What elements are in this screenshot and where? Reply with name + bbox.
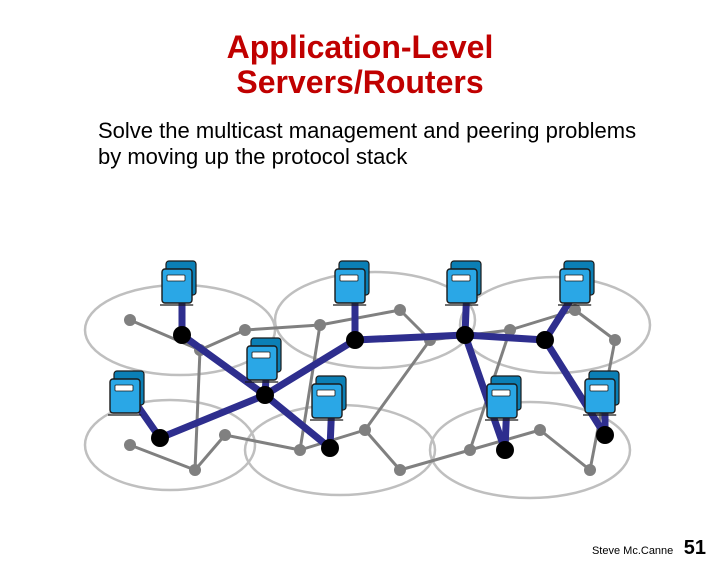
overlay-node bbox=[173, 326, 191, 344]
overlay-node bbox=[456, 326, 474, 344]
underlay-node bbox=[464, 444, 476, 456]
overlay-node bbox=[536, 331, 554, 349]
underlay-node bbox=[189, 464, 201, 476]
author-name: Steve Mc.Canne bbox=[592, 545, 673, 557]
underlay-node bbox=[124, 439, 136, 451]
overlay-edge bbox=[465, 335, 545, 340]
underlay-edge bbox=[200, 330, 245, 350]
router-icon bbox=[445, 261, 481, 305]
underlay-node bbox=[359, 424, 371, 436]
overlay-edge bbox=[355, 335, 465, 340]
underlay-edge bbox=[540, 430, 590, 470]
overlay-node bbox=[496, 441, 514, 459]
router-icon bbox=[310, 376, 346, 420]
underlay-node bbox=[294, 444, 306, 456]
underlay-node bbox=[124, 314, 136, 326]
underlay-node bbox=[394, 464, 406, 476]
overlay-node bbox=[151, 429, 169, 447]
underlay-node bbox=[314, 319, 326, 331]
underlay-edge bbox=[130, 445, 195, 470]
underlay-node bbox=[584, 464, 596, 476]
overlay-edge bbox=[160, 395, 265, 438]
overlay-node bbox=[321, 439, 339, 457]
network-diagram bbox=[0, 30, 720, 570]
router-icon bbox=[558, 261, 594, 305]
underlay-edge bbox=[365, 430, 400, 470]
underlay-node bbox=[239, 324, 251, 336]
footer: Steve Mc.Canne 51 bbox=[592, 537, 706, 560]
underlay-node bbox=[534, 424, 546, 436]
underlay-edge bbox=[365, 340, 430, 430]
underlay-node bbox=[609, 334, 621, 346]
underlay-edge bbox=[245, 325, 320, 330]
overlay-node bbox=[256, 386, 274, 404]
cloud bbox=[275, 272, 475, 368]
router-icon bbox=[333, 261, 369, 305]
overlay-node bbox=[346, 331, 364, 349]
router-icon bbox=[160, 261, 196, 305]
router-icon bbox=[245, 338, 281, 382]
router-icon bbox=[485, 376, 521, 420]
underlay-edge bbox=[320, 310, 400, 325]
underlay-edge bbox=[575, 310, 615, 340]
router-icon bbox=[583, 371, 619, 415]
router-icon bbox=[108, 371, 144, 415]
underlay-edge bbox=[195, 350, 200, 470]
page-number: 51 bbox=[684, 537, 706, 559]
underlay-edge bbox=[195, 435, 225, 470]
underlay-edge bbox=[225, 435, 300, 450]
cloud bbox=[85, 400, 255, 490]
underlay-node bbox=[219, 429, 231, 441]
overlay-node bbox=[596, 426, 614, 444]
underlay-node bbox=[394, 304, 406, 316]
